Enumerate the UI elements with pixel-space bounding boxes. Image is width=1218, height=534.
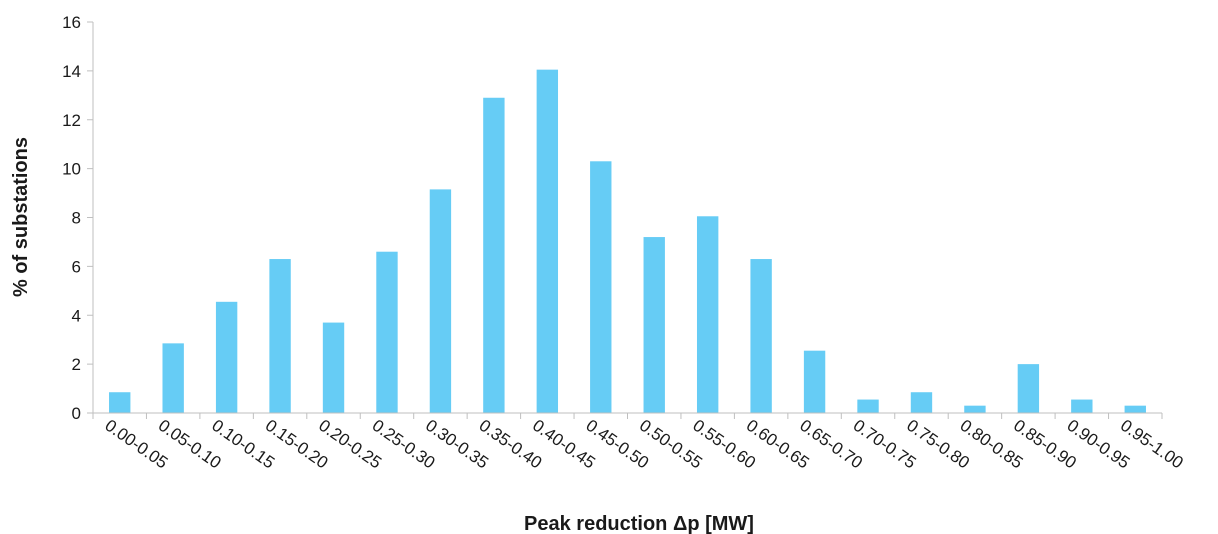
bar <box>910 392 933 413</box>
bar <box>803 350 826 413</box>
bar <box>1071 399 1093 413</box>
y-tick-label: 6 <box>72 257 81 276</box>
bar <box>376 251 398 413</box>
bar <box>696 216 719 413</box>
bar <box>964 405 986 413</box>
bar <box>590 161 612 413</box>
y-tick-label: 4 <box>72 306 81 325</box>
bar <box>857 399 879 413</box>
bar <box>643 237 665 413</box>
bar <box>215 301 238 413</box>
y-tick-label: 2 <box>72 355 81 374</box>
y-tick-label: 8 <box>72 209 81 228</box>
bar <box>109 392 131 413</box>
bar <box>322 322 345 413</box>
bar <box>536 69 559 413</box>
y-tick-label: 10 <box>62 160 81 179</box>
bar <box>162 343 184 413</box>
y-axis-title: % of substations <box>10 137 32 297</box>
bar <box>750 259 772 413</box>
y-axis: 0 2 4 6 8 10 12 14 16 <box>62 13 94 423</box>
y-tick-label: 14 <box>62 62 81 81</box>
bar <box>269 259 291 413</box>
y-tick-label: 0 <box>72 404 81 423</box>
bar <box>1017 364 1040 413</box>
y-tick-label: 16 <box>62 13 81 32</box>
y-tick-label: 12 <box>62 111 81 130</box>
x-axis-title: Peak reduction Δp [MW] <box>524 513 754 534</box>
bars <box>109 69 1146 413</box>
bar <box>429 189 452 413</box>
bar <box>483 97 505 413</box>
bar <box>1124 405 1146 413</box>
x-axis: 0.00-0.050.05-0.100.10-0.150.15-0.200.20… <box>92 412 1187 472</box>
